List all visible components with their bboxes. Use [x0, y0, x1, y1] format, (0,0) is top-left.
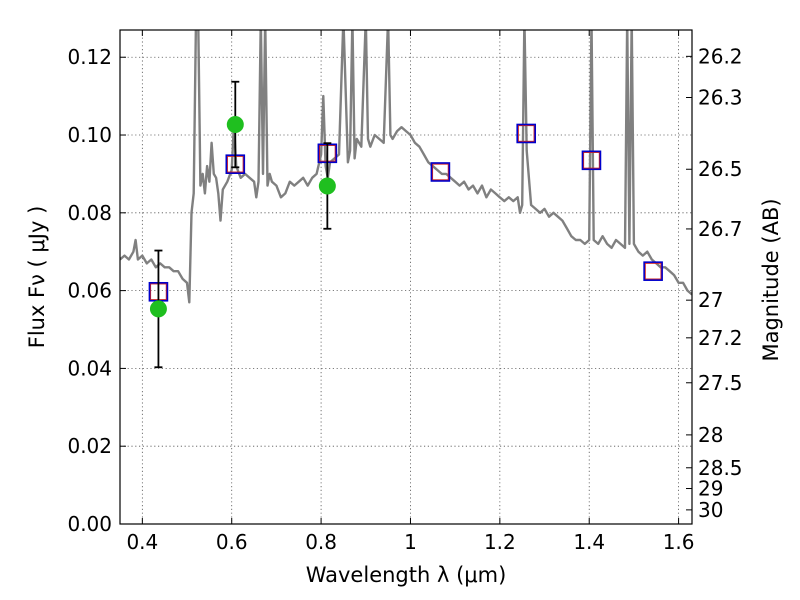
y-tick-label: 0.12 — [67, 45, 112, 69]
mag-tick-label: 26.7 — [698, 217, 743, 241]
x-tick-label: 1.6 — [663, 530, 695, 554]
model-point-inner — [644, 262, 662, 280]
mag-tick-label: 30 — [698, 498, 723, 522]
y-axis-title: Flux Fν ( μJy ) — [25, 206, 49, 349]
plot-frame — [119, 29, 693, 525]
mag-tick-label: 27 — [698, 288, 723, 312]
mag-tick-label: 27.5 — [698, 371, 743, 395]
x-tick-label: 0.6 — [216, 530, 248, 554]
y-tick-label: 0.00 — [67, 512, 112, 536]
model-point — [516, 123, 537, 144]
mag-tick-label: 26.2 — [698, 44, 743, 68]
model-point — [581, 150, 602, 171]
x-tick-label: 0.4 — [126, 530, 158, 554]
model-spectrum-line — [120, 30, 692, 304]
y-tick-label: 0.10 — [67, 123, 112, 147]
observed-point — [149, 300, 167, 318]
observed-point — [226, 116, 244, 134]
mag-tick-label: 27.2 — [698, 326, 743, 350]
y-tick-label: 0.08 — [67, 201, 112, 225]
observed-point — [318, 177, 336, 195]
x-tick-label: 1.2 — [484, 530, 516, 554]
grid — [120, 30, 692, 524]
axis-ticks: 0.4 0.6 0.8 1 1.2 1.4 1.6 0.00 0.02 0.04 0.06 0.08 0… — [67, 30, 743, 554]
model-point — [430, 162, 451, 182]
y-tick-label: 0.02 — [67, 434, 112, 458]
mag-tick-label: 26.5 — [698, 157, 743, 181]
model-point-inner — [517, 124, 535, 143]
model-point — [643, 261, 663, 281]
mag-tick-label: 29 — [698, 477, 723, 501]
x-axis-title: Wavelength λ (μm) — [306, 563, 507, 587]
mag-tick-label: 26.3 — [698, 85, 743, 109]
mag-tick-label: 28 — [698, 423, 723, 447]
x-tick-label: 1 — [404, 530, 417, 554]
x-tick-label: 1.4 — [573, 530, 605, 554]
y-tick-label: 0.06 — [67, 279, 112, 303]
model-point-inner — [582, 151, 601, 169]
x-tick-label: 0.8 — [305, 530, 337, 554]
model-point-inner — [431, 163, 450, 181]
y2-axis-title: Magnitude (AB) — [759, 198, 783, 361]
mag-tick-label: 28.5 — [698, 456, 743, 480]
y-tick-label: 0.04 — [67, 356, 112, 380]
plot-area — [120, 30, 692, 369]
